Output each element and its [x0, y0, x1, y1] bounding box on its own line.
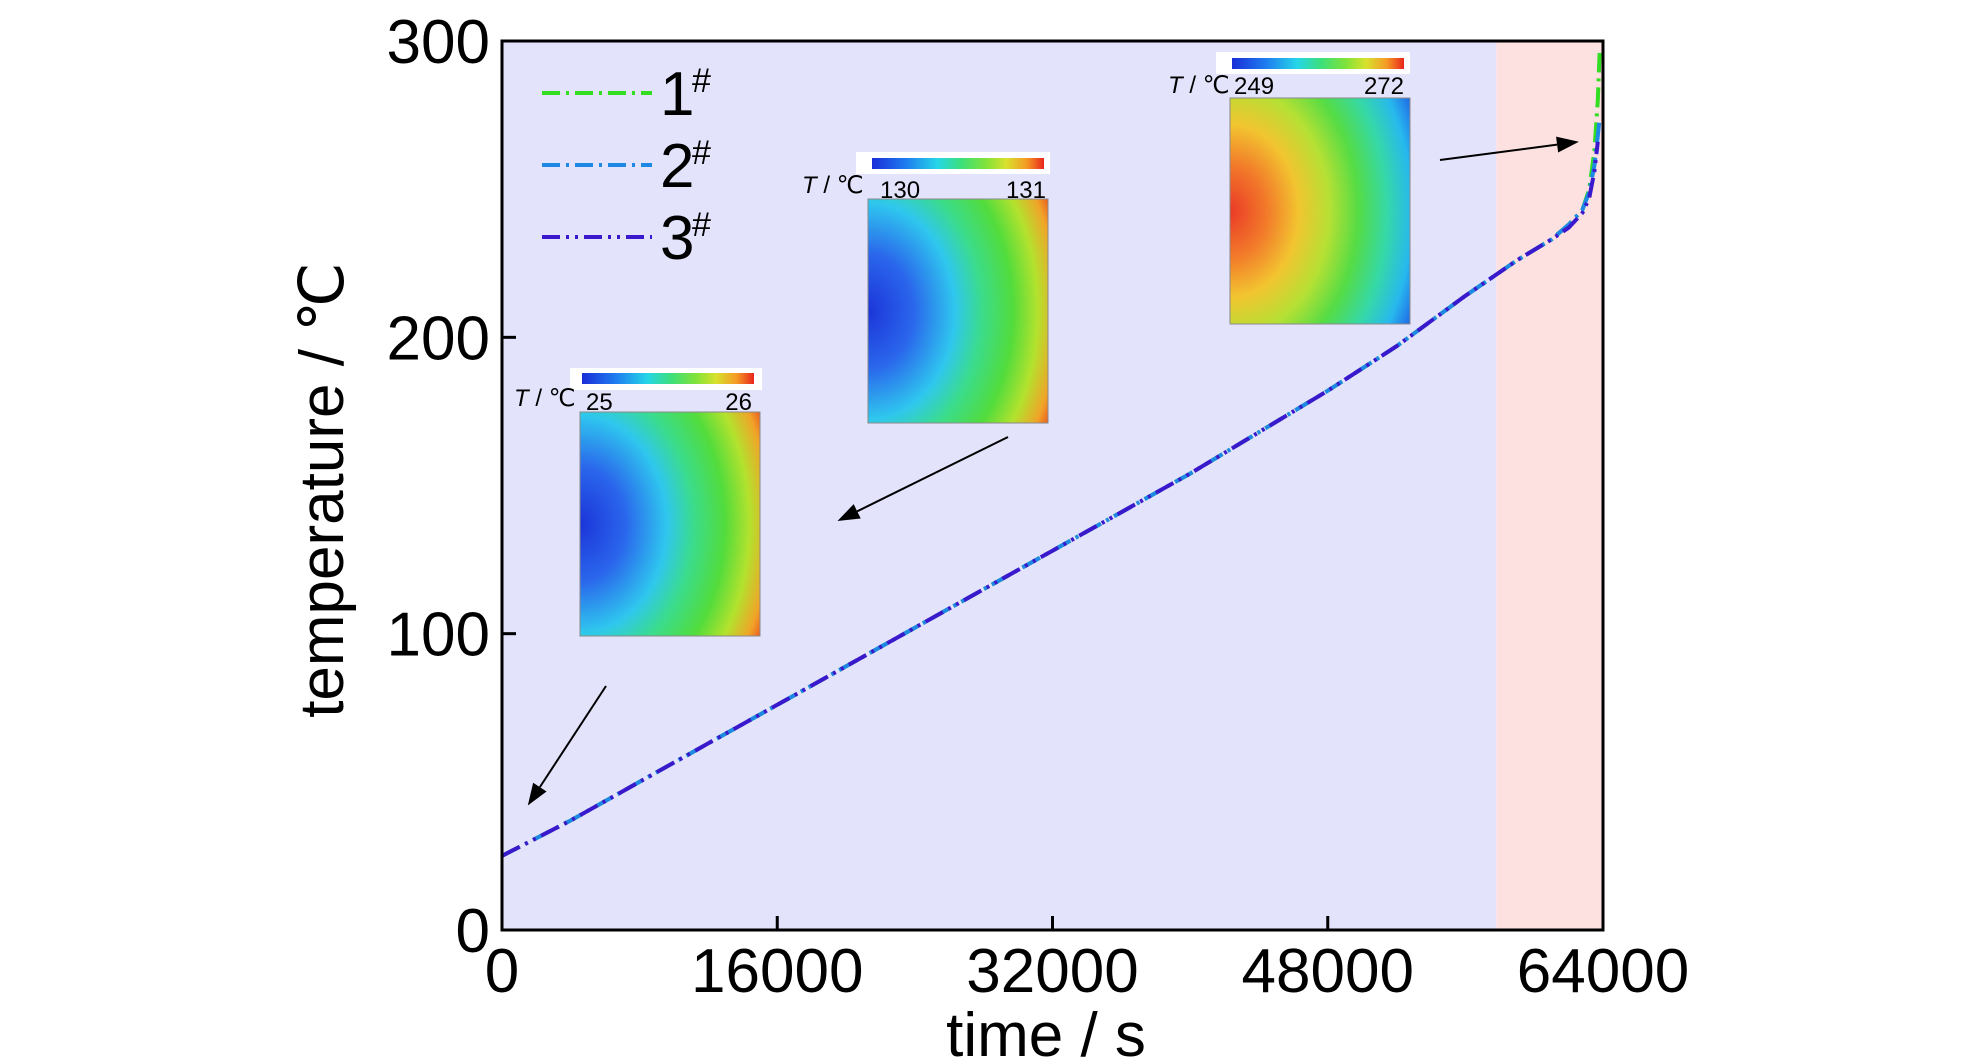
inset-1-field — [579, 411, 761, 637]
inset-2-field — [867, 198, 1049, 424]
legend-sup-1: # — [692, 62, 711, 100]
inset-1-unit: T / ℃ — [514, 385, 576, 412]
x-tick-label: 16000 — [691, 937, 863, 1006]
temperature-field-inset-1: T / ℃ 25 26 — [514, 368, 762, 637]
axis-ticks: 0 16000 32000 48000 64000 0 100 200 300 — [387, 8, 1690, 1006]
background-region-2 — [1496, 41, 1603, 930]
legend-label-2: 2 — [660, 132, 694, 201]
temperature-field-inset-2: T / ℃ 130 131 — [802, 152, 1050, 424]
arrow-shaft-1 — [539, 685, 607, 788]
arrow-head-2 — [837, 504, 861, 522]
arrow-head-1 — [527, 782, 547, 806]
series-layer — [501, 52, 1602, 858]
arrow-shaft-2 — [856, 436, 1009, 513]
inset-2-colorbar — [872, 158, 1044, 169]
y-tick-label: 100 — [387, 601, 490, 670]
series-line-3 — [501, 141, 1600, 858]
y-tick-label: 300 — [387, 8, 490, 77]
y-tick-label: 0 — [456, 897, 490, 966]
inset-2-unit: T / ℃ — [802, 172, 864, 199]
arrow-shaft-3 — [1439, 143, 1558, 161]
inset-1-colorbar — [582, 373, 754, 384]
legend: 1 # 2 # 3 # — [542, 60, 711, 273]
x-axis-title: time / s — [946, 1001, 1146, 1063]
x-tick-label: 48000 — [1242, 937, 1414, 1006]
x-tick-label: 32000 — [966, 937, 1138, 1006]
inset-3-field — [1229, 97, 1411, 325]
legend-sup-3: # — [692, 206, 711, 244]
legend-sup-2: # — [692, 134, 711, 172]
y-tick-label: 200 — [387, 304, 490, 373]
temperature-field-inset-3: T / ℃ 249 272 — [1168, 52, 1411, 325]
inset-3-max-label: 272 — [1364, 73, 1404, 100]
legend-label-1: 1 — [660, 60, 694, 129]
x-tick-label: 64000 — [1517, 937, 1689, 1006]
inset-arrows — [527, 136, 1579, 806]
x-tick-label: 0 — [485, 937, 519, 1006]
y-axis-title: temperature / ℃ — [288, 262, 357, 718]
legend-label-3: 3 — [660, 204, 694, 273]
inset-3-colorbar — [1232, 58, 1404, 69]
inset-3-min-label: 249 — [1234, 73, 1274, 100]
arrow-head-3 — [1556, 136, 1579, 153]
inset-3-unit: T / ℃ — [1168, 72, 1230, 99]
